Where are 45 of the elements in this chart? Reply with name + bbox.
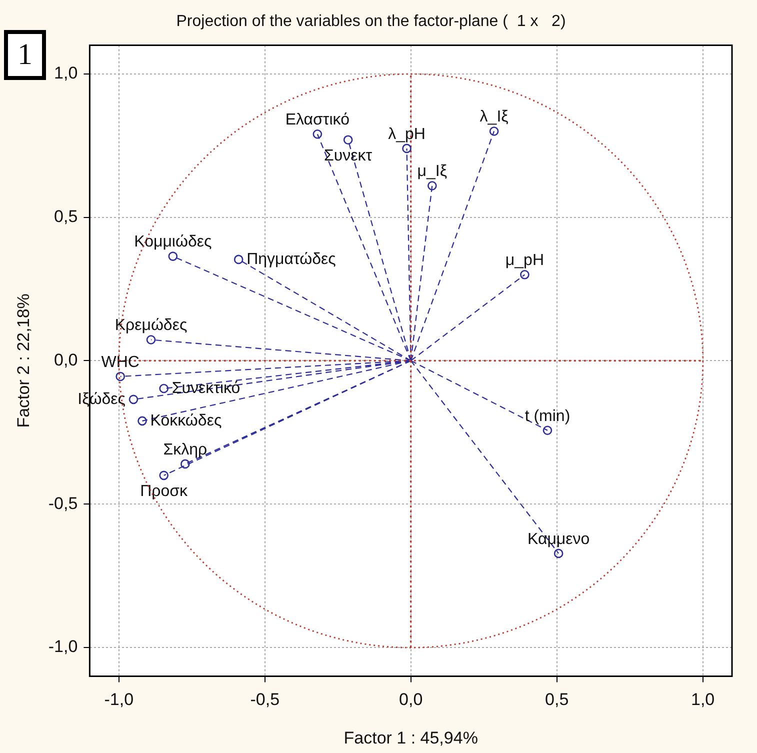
data-label: Κρεμώδες [114,317,188,334]
point [343,135,353,144]
data-label: WHC [101,354,140,371]
point [116,372,125,382]
y-axis-title: Factor 2 : 22,18% [14,294,33,428]
data-label: Καμμενο [527,530,590,548]
point [146,335,156,344]
data-label: Ελαστικό [285,112,350,129]
data-label: λ_pH [388,126,426,143]
point [428,181,437,190]
data-label: Κοκκώδες [150,412,222,430]
data-label: μ_Ιξ [417,163,448,180]
point [180,459,190,469]
data-label: Συνεκτ [324,147,373,164]
point [168,252,178,261]
y-tick-label: -0,5 [48,494,78,513]
data-label: Κομμιώδες [134,234,212,251]
point [159,470,168,480]
data-label: Σκληρ [163,441,208,458]
x-tick-label: 0,5 [545,690,569,710]
y-tick-label: 0,5 [54,206,78,226]
point [542,426,552,436]
x-tick-label: 1,0 [690,690,715,710]
data-label: Πηγματώδες [246,250,336,268]
chart-title: Projection of the variables on the factor-plane ( 1 x 2) [176,13,566,30]
x-tick-label: -0,5 [250,690,280,710]
y-tick-label: 0,0 [54,350,78,370]
point [520,270,530,280]
point [128,394,138,404]
point [402,144,412,154]
point [234,254,244,264]
point [312,129,322,139]
data-label: μ_pH [505,252,544,270]
x-tick-label: -1,0 [104,690,134,710]
point [138,416,147,426]
point [159,384,168,394]
text: 1 [4,30,46,80]
y-tick-label: -1,0 [48,637,78,656]
y-tick-label: 1,0 [54,64,78,83]
data-label: Προσκ [140,482,189,500]
x-tick-label: 0,0 [399,690,423,710]
data-label: λ_Ιξ [480,108,508,126]
point [554,548,564,558]
point [489,126,499,136]
x-axis-title: Factor 1 : 45,94% [344,728,478,748]
